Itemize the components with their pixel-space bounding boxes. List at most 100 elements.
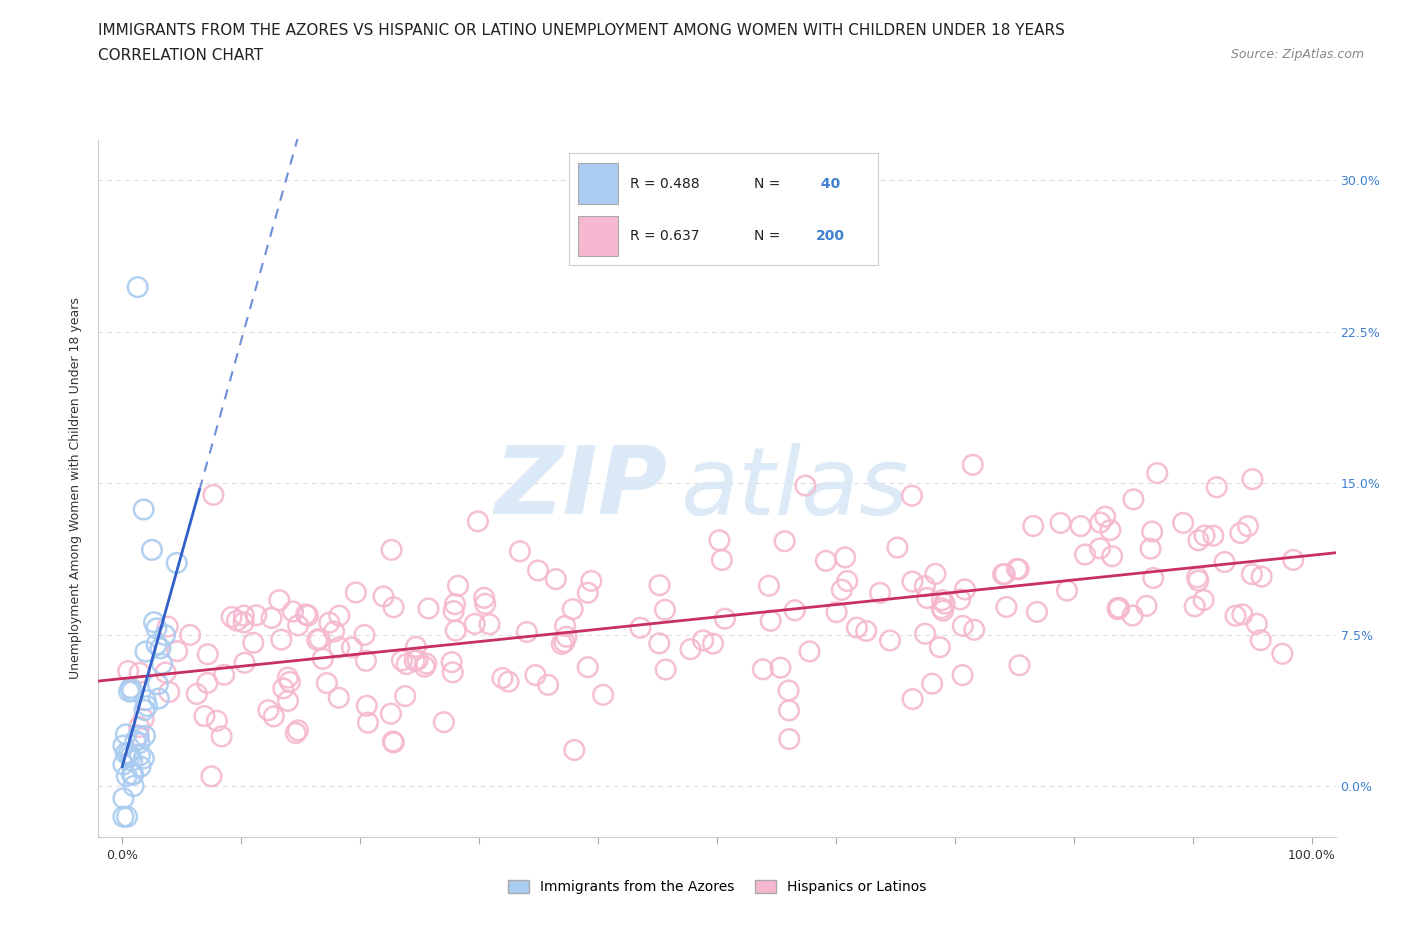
Point xyxy=(132,502,155,517)
Point xyxy=(648,578,671,592)
Point xyxy=(901,488,924,503)
Point xyxy=(128,666,150,681)
Point xyxy=(537,677,560,692)
Point xyxy=(855,623,877,638)
Point xyxy=(1282,552,1305,567)
Point xyxy=(141,542,163,557)
Point xyxy=(318,615,340,630)
Point xyxy=(498,674,520,689)
Point xyxy=(581,574,603,589)
Point xyxy=(221,609,243,624)
Point xyxy=(447,578,470,593)
Point xyxy=(714,611,737,626)
Point xyxy=(1271,646,1294,661)
Point xyxy=(395,657,418,671)
Point xyxy=(491,671,513,685)
Point xyxy=(1205,480,1227,495)
Point xyxy=(441,665,464,680)
Point xyxy=(1202,528,1225,543)
Point xyxy=(127,728,149,743)
Text: CORRELATION CHART: CORRELATION CHART xyxy=(98,48,263,63)
Point xyxy=(153,628,176,643)
Point xyxy=(1056,583,1078,598)
Point xyxy=(778,732,800,747)
Point xyxy=(773,534,796,549)
Point xyxy=(509,544,531,559)
Point xyxy=(555,630,578,644)
Point xyxy=(155,665,177,680)
Point xyxy=(278,674,301,689)
Point xyxy=(991,567,1014,582)
Point xyxy=(1241,472,1264,486)
Point xyxy=(328,690,350,705)
Point xyxy=(245,608,267,623)
Point xyxy=(654,662,676,677)
Point xyxy=(769,660,792,675)
Point xyxy=(516,625,538,640)
Point xyxy=(143,615,166,630)
Point xyxy=(949,592,972,607)
Point xyxy=(527,563,550,578)
Point xyxy=(354,654,377,669)
Point xyxy=(328,640,350,655)
Point xyxy=(952,668,974,683)
Point xyxy=(1074,547,1097,562)
Point xyxy=(145,637,167,652)
Point xyxy=(1094,510,1116,525)
Point xyxy=(211,729,233,744)
Point xyxy=(472,591,495,605)
Point xyxy=(921,676,943,691)
Point xyxy=(287,618,309,632)
Point xyxy=(1240,566,1263,581)
Point xyxy=(576,659,599,674)
Point xyxy=(1008,562,1031,577)
Point xyxy=(112,809,135,824)
Point xyxy=(679,642,702,657)
Point xyxy=(710,552,733,567)
Point xyxy=(886,540,908,555)
Point xyxy=(357,715,380,730)
Point xyxy=(121,684,143,698)
Y-axis label: Unemployment Among Women with Children Under 18 years: Unemployment Among Women with Children U… xyxy=(69,298,83,679)
Point xyxy=(381,542,404,557)
Point xyxy=(845,620,868,635)
Text: atlas: atlas xyxy=(681,443,908,534)
Point xyxy=(1049,515,1071,530)
Point xyxy=(148,691,170,706)
Point xyxy=(114,746,136,761)
Point xyxy=(869,586,891,601)
Legend: Immigrants from the Azores, Hispanics or Latinos: Immigrants from the Azores, Hispanics or… xyxy=(502,875,932,900)
Point xyxy=(415,657,437,671)
Point xyxy=(478,617,501,631)
Point xyxy=(1213,554,1236,569)
Point xyxy=(553,634,575,649)
Point xyxy=(1140,525,1163,539)
Point xyxy=(205,713,228,728)
Point xyxy=(1099,523,1122,538)
Point xyxy=(1225,608,1247,623)
Point xyxy=(115,809,138,824)
Point xyxy=(406,652,429,667)
Point xyxy=(132,711,155,726)
Point xyxy=(257,703,280,718)
Point xyxy=(562,743,585,758)
Point xyxy=(752,662,775,677)
Point xyxy=(1185,570,1208,585)
Point xyxy=(197,647,219,662)
Point xyxy=(128,736,150,751)
Point xyxy=(464,617,486,631)
Point xyxy=(344,585,367,600)
Point xyxy=(281,604,304,618)
Point xyxy=(112,757,135,772)
Point xyxy=(759,614,782,629)
Point xyxy=(269,592,291,607)
Point xyxy=(799,644,821,658)
Point xyxy=(914,578,936,593)
Point xyxy=(132,751,155,765)
Point xyxy=(121,753,143,768)
Point xyxy=(952,618,974,633)
Point xyxy=(1005,562,1028,577)
Point xyxy=(323,624,346,639)
Point xyxy=(924,566,946,581)
Point xyxy=(120,681,142,696)
